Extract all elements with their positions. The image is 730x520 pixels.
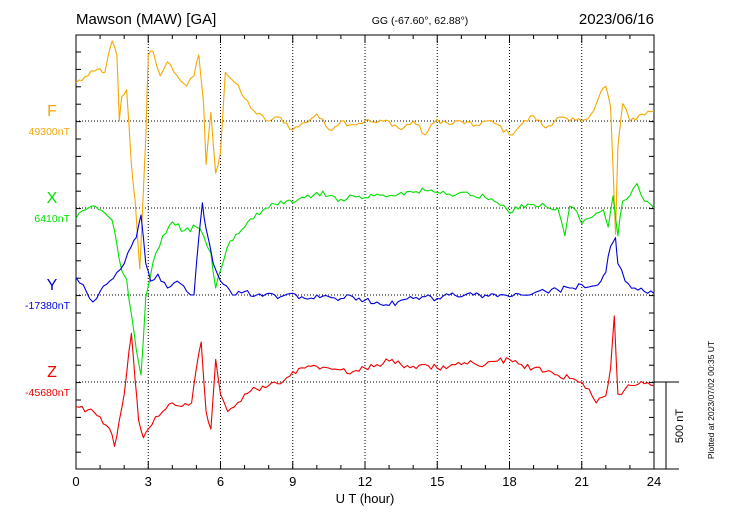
- series-label-f: F: [47, 103, 57, 120]
- x-axis-title: U T (hour): [336, 491, 395, 506]
- baseline-value-x: 6410nT: [34, 213, 70, 225]
- x-tick-labels: 0 3 6 9 12 15 18 21 24: [72, 474, 661, 489]
- series-labels: F 49300nT X 6410nT Y -17380nT Z -45680nT: [25, 103, 71, 399]
- baseline-value-f: 49300nT: [29, 126, 71, 138]
- station-coordinates: GG (-67.60°, 62.88°): [372, 15, 469, 27]
- x-tick-label: 21: [575, 474, 589, 489]
- grid: [147, 35, 583, 469]
- trace-z: [75, 315, 655, 447]
- trace-f: [75, 40, 655, 270]
- x-tick-label: 24: [647, 474, 661, 489]
- series-label-z: Z: [47, 364, 57, 381]
- station-title: Mawson (MAW) [GA]: [76, 11, 216, 28]
- x-tick-label: 18: [502, 474, 516, 489]
- x-tick-label: 6: [217, 474, 224, 489]
- baseline-value-y: -17380nT: [25, 300, 71, 312]
- observation-date: 2023/06/16: [579, 11, 654, 28]
- x-tick-label: 12: [358, 474, 372, 489]
- trace-y: [75, 202, 655, 307]
- x-tick-label: 0: [72, 474, 79, 489]
- baseline-value-z: -45680nT: [25, 387, 71, 399]
- x-tick-label: 15: [430, 474, 444, 489]
- traces: [75, 40, 655, 447]
- trace-x: [75, 183, 655, 376]
- x-tick-label: 3: [145, 474, 152, 489]
- plotted-at-note: Plotted at 2023/07/02 00:35 UT: [706, 341, 716, 459]
- x-tick-label: 9: [289, 474, 296, 489]
- axis-ticks: [75, 35, 655, 469]
- scale-bar-label: 500 nT: [674, 409, 686, 444]
- series-label-x: X: [47, 190, 58, 207]
- series-label-y: Y: [47, 277, 58, 294]
